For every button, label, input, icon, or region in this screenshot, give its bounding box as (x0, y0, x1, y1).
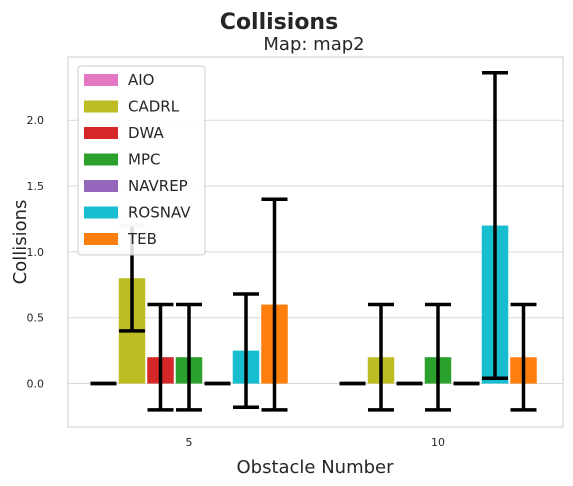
legend-label: TEB (127, 230, 157, 248)
y-tick-label: 0.0 (27, 378, 45, 391)
legend-label: ROSNAV (128, 204, 191, 222)
legend: AIO CADRL DWA MPC NAVREP ROSNAV TEB (77, 65, 206, 256)
legend-swatch (84, 206, 118, 219)
legend-swatch (84, 233, 118, 245)
y-tick-label: 0.5 (27, 312, 45, 325)
legend-label: NAVREP (128, 177, 188, 195)
y-tick-label: 1.0 (27, 246, 45, 259)
x-tick-label: 10 (431, 436, 445, 449)
legend-swatch (84, 127, 118, 139)
y-tick-label: 2.0 (27, 114, 45, 127)
legend-swatch (84, 153, 118, 166)
x-axis-label: Obstacle Number (236, 457, 394, 478)
y-axis-label: Collisions (10, 200, 31, 285)
legend-swatch (84, 74, 118, 86)
plot-area-frame (67, 56, 564, 428)
legend-label: CADRL (128, 98, 180, 116)
legend-label: AIO (128, 71, 155, 89)
legend-swatch (84, 180, 118, 192)
legend-swatch (84, 100, 118, 113)
chart-title: Collisions (220, 10, 338, 35)
x-tick-label: 5 (186, 436, 193, 449)
y-tick-label: 1.5 (27, 180, 45, 193)
chart-subtitle: Map: map2 (263, 34, 364, 55)
legend-label: MPC (128, 151, 160, 169)
legend-label: DWA (128, 124, 165, 142)
ticks-layer: 0.0 0.5 1.0 1.5 2.0 5 10 (27, 114, 446, 449)
